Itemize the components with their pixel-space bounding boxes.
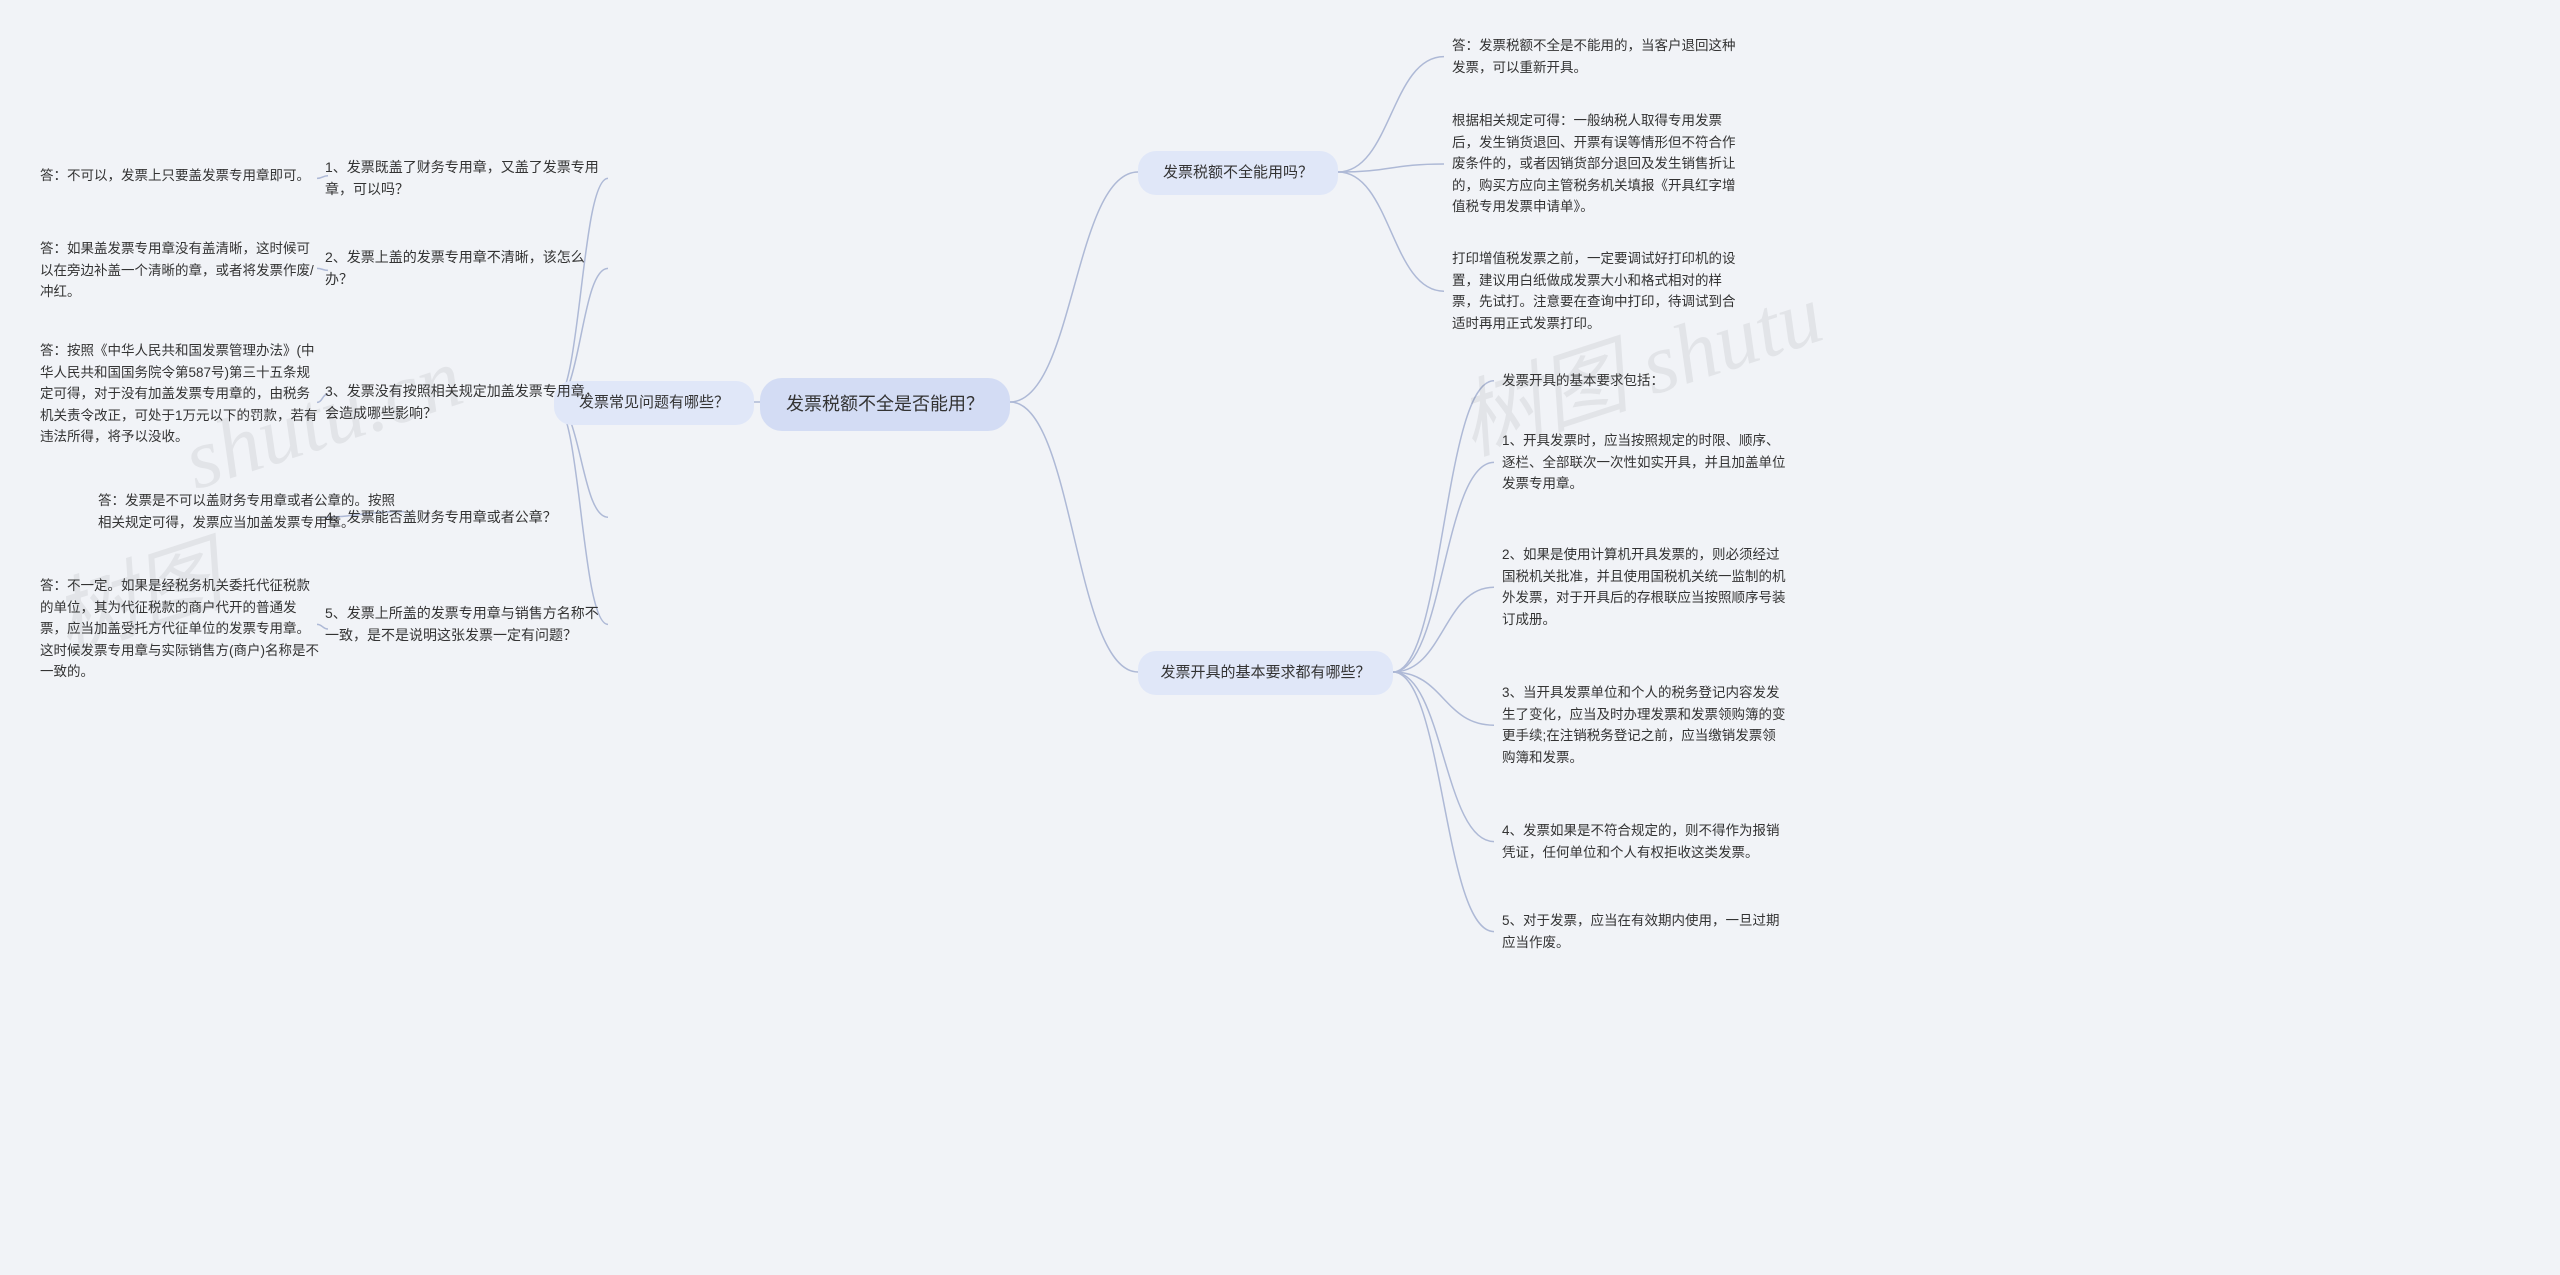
mindmap-leaf: 答：不一定。如果是经税务机关委托代征税款的单位，其为代征税款的商户代开的普通发票… [40, 575, 320, 683]
mindmap-leaf: 发票开具的基本要求包括： [1502, 370, 1782, 392]
mindmap-leaf: 答：如果盖发票专用章没有盖清晰，这时候可以在旁边补盖一个清晰的章，或者将发票作废… [40, 238, 320, 303]
mindmap-sub: 5、发票上所盖的发票专用章与销售方名称不一致，是不是说明这张发票一定有问题？ [325, 602, 600, 647]
mindmap-leaf: 根据相关规定可得：一般纳税人取得专用发票后，发生销货退回、开票有误等情形但不符合… [1452, 110, 1742, 218]
mindmap-sub: 2、发票上盖的发票专用章不清晰，该怎么办？ [325, 246, 600, 291]
mindmap-branch: 发票税额不全能用吗？ [1138, 151, 1338, 195]
mindmap-leaf: 4、发票如果是不符合规定的，则不得作为报销凭证，任何单位和个人有权拒收这类发票。 [1502, 820, 1787, 863]
mindmap-leaf: 答：发票税额不全是不能用的，当客户退回这种发票，可以重新开具。 [1452, 35, 1737, 78]
mindmap-leaf: 答：不可以，发票上只要盖发票专用章即可。 [40, 165, 320, 187]
mindmap-leaf: 2、如果是使用计算机开具发票的，则必须经过国税机关批准，并且使用国税机关统一监制… [1502, 544, 1787, 630]
mindmap-leaf: 答：按照《中华人民共和国发票管理办法》(中华人民共和国国务院令第587号)第三十… [40, 340, 320, 448]
mindmap-sub: 3、发票没有按照相关规定加盖发票专用章，会造成哪些影响？ [325, 380, 600, 425]
mindmap-sub: 1、发票既盖了财务专用章，又盖了发票专用章，可以吗？ [325, 156, 600, 201]
mindmap-leaf: 3、当开具发票单位和个人的税务登记内容发发生了变化，应当及时办理发票和发票领购簿… [1502, 682, 1787, 768]
mindmap-leaf: 打印增值税发票之前，一定要调试好打印机的设置，建议用白纸做成发票大小和格式相对的… [1452, 248, 1742, 334]
mindmap-leaf: 1、开具发票时，应当按照规定的时限、顺序、逐栏、全部联次一次性如实开具，并且加盖… [1502, 430, 1787, 495]
mindmap-branch: 发票开具的基本要求都有哪些？ [1138, 651, 1393, 695]
mindmap-root: 发票税额不全是否能用？ [760, 378, 1010, 431]
mindmap-leaf: 5、对于发票，应当在有效期内使用，一旦过期应当作废。 [1502, 910, 1787, 953]
mindmap-leaf: 答：发票是不可以盖财务专用章或者公章的。按照相关规定可得，发票应当加盖发票专用章… [98, 490, 396, 533]
